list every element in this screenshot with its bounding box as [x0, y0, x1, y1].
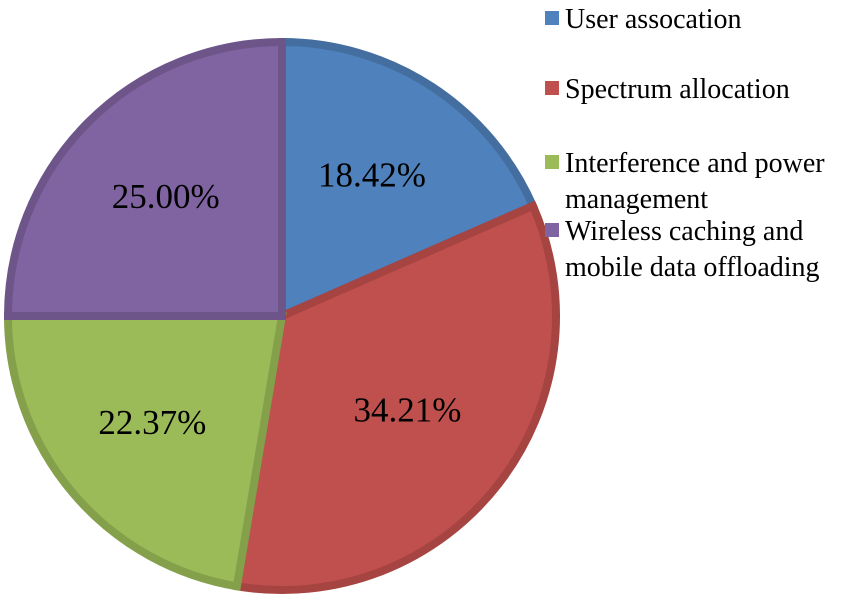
legend-swatch-4: [545, 223, 559, 237]
slice-label-3: 22.37%: [98, 403, 206, 442]
legend-label-2-line-1: Spectrum allocation: [565, 74, 790, 105]
pie-slice-2: [232, 200, 560, 594]
pie-slice-4: [3, 37, 286, 320]
slice-labels: 18.42% 34.21% 22.37% 25.00%: [98, 155, 461, 441]
pie-slices: [3, 37, 560, 594]
pie-slice-3: [3, 312, 287, 591]
legend-label-3-line-2: management: [565, 184, 708, 215]
pie-slice-1: [278, 37, 539, 323]
legend-label-1-line-1: User assocation: [565, 4, 742, 35]
legend-label-4-line-1: Wireless caching and: [565, 216, 803, 247]
legend-label-3-line-1: Interference and power: [565, 148, 825, 179]
legend-swatch-1: [545, 11, 559, 25]
legend-swatch-2: [545, 81, 559, 95]
slice-label-4: 25.00%: [112, 177, 220, 216]
legend-label-4-line-2: mobile data offloading: [565, 252, 820, 283]
legend-swatch-3: [545, 155, 559, 169]
slice-label-1: 18.42%: [318, 155, 426, 194]
legend: User assocation Spectrum allocation Interf…: [545, 4, 825, 283]
slice-label-2: 34.21%: [353, 391, 461, 430]
